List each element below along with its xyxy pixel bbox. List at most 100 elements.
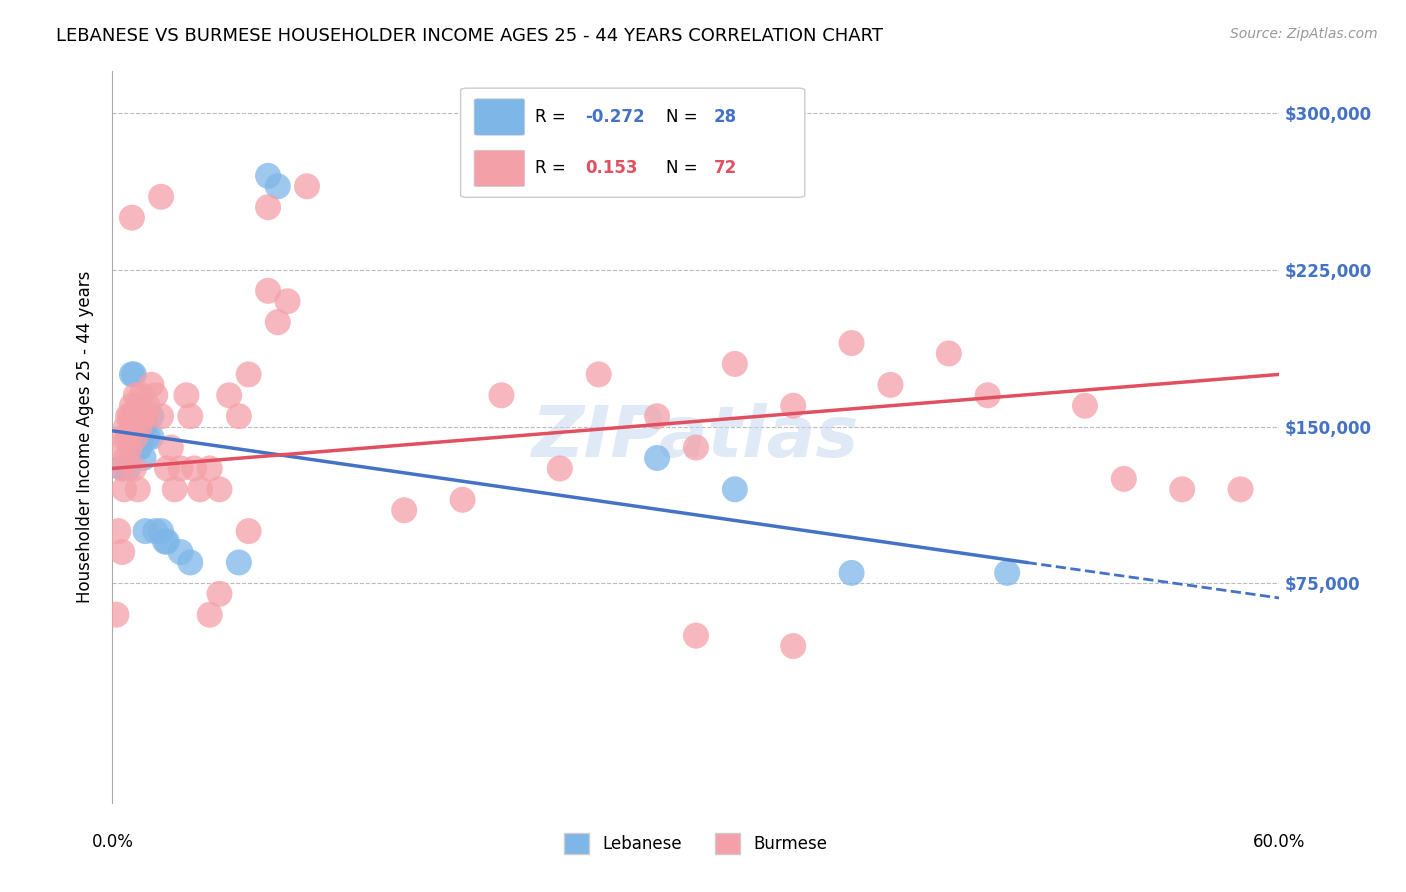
Point [132,409,155,424]
Point [135,409,157,424]
Point [127,441,149,455]
Point [160,441,183,455]
Text: 60.0%: 60.0% [1253,833,1306,851]
Point [685,629,707,643]
Point [163,483,186,497]
Point [176,388,198,402]
Point [125,430,148,444]
Point [115,419,138,434]
Point [131,388,153,402]
Point [115,450,138,465]
Text: 28: 28 [714,108,737,126]
Point [125,388,148,402]
Point [128,441,150,455]
Point [141,409,163,424]
Point [451,492,474,507]
Point [267,179,290,194]
Point [141,377,163,392]
Point [135,524,157,538]
Point [127,419,149,434]
Point [117,430,139,444]
Point [169,461,191,475]
Point [121,419,143,434]
Point [136,399,159,413]
Point [127,483,149,497]
Legend: Lebanese, Burmese: Lebanese, Burmese [558,827,834,860]
Point [121,368,143,382]
Point [150,190,173,204]
Point [645,450,668,465]
Point [724,357,747,371]
Point [121,211,143,225]
Point [1112,472,1135,486]
Point [111,461,134,475]
Point [588,368,610,382]
Point [111,461,134,475]
Point [118,409,141,424]
Point [782,639,804,653]
Point [132,419,155,434]
Point [117,461,139,475]
Point [141,430,163,444]
Point [121,399,143,413]
Text: N =: N = [666,160,703,178]
Point [153,534,176,549]
Point [938,346,960,360]
Point [198,607,221,622]
Point [491,388,513,402]
Point [156,534,179,549]
Point [105,607,128,622]
Point [136,430,159,444]
Point [267,315,290,329]
Point [724,483,747,497]
Point [257,200,280,214]
Point [128,419,150,434]
Point [131,430,153,444]
Point [150,409,173,424]
Text: N =: N = [666,108,703,126]
Text: R =: R = [534,108,571,126]
Point [394,503,416,517]
Point [257,284,280,298]
Point [122,409,145,424]
Text: 72: 72 [714,160,737,178]
Point [156,461,179,475]
Point [112,483,135,497]
Point [122,461,145,475]
Y-axis label: Householder Income Ages 25 - 44 years: Householder Income Ages 25 - 44 years [76,271,94,603]
Point [143,524,166,538]
FancyBboxPatch shape [474,150,524,186]
Point [218,388,240,402]
Point [238,524,260,538]
Point [1229,483,1251,497]
Point [125,430,148,444]
Point [117,409,139,424]
Text: 0.153: 0.153 [585,160,638,178]
Point [132,450,155,465]
FancyBboxPatch shape [474,99,524,136]
Point [150,524,173,538]
Point [548,461,571,475]
Text: ZIPatlas: ZIPatlas [533,402,859,472]
Point [295,179,318,194]
Point [976,388,998,402]
Point [257,169,280,183]
Point [841,566,863,580]
Point [143,388,166,402]
Text: Source: ZipAtlas.com: Source: ZipAtlas.com [1230,27,1378,41]
Point [179,409,201,424]
Point [841,336,863,351]
Text: -0.272: -0.272 [585,108,645,126]
Point [645,409,668,424]
Point [107,524,129,538]
Point [782,399,804,413]
Point [111,545,134,559]
Point [169,545,191,559]
Point [228,556,250,570]
Point [122,368,145,382]
Point [127,399,149,413]
Point [208,587,231,601]
Point [1074,399,1097,413]
Point [112,430,135,444]
Point [1171,483,1194,497]
